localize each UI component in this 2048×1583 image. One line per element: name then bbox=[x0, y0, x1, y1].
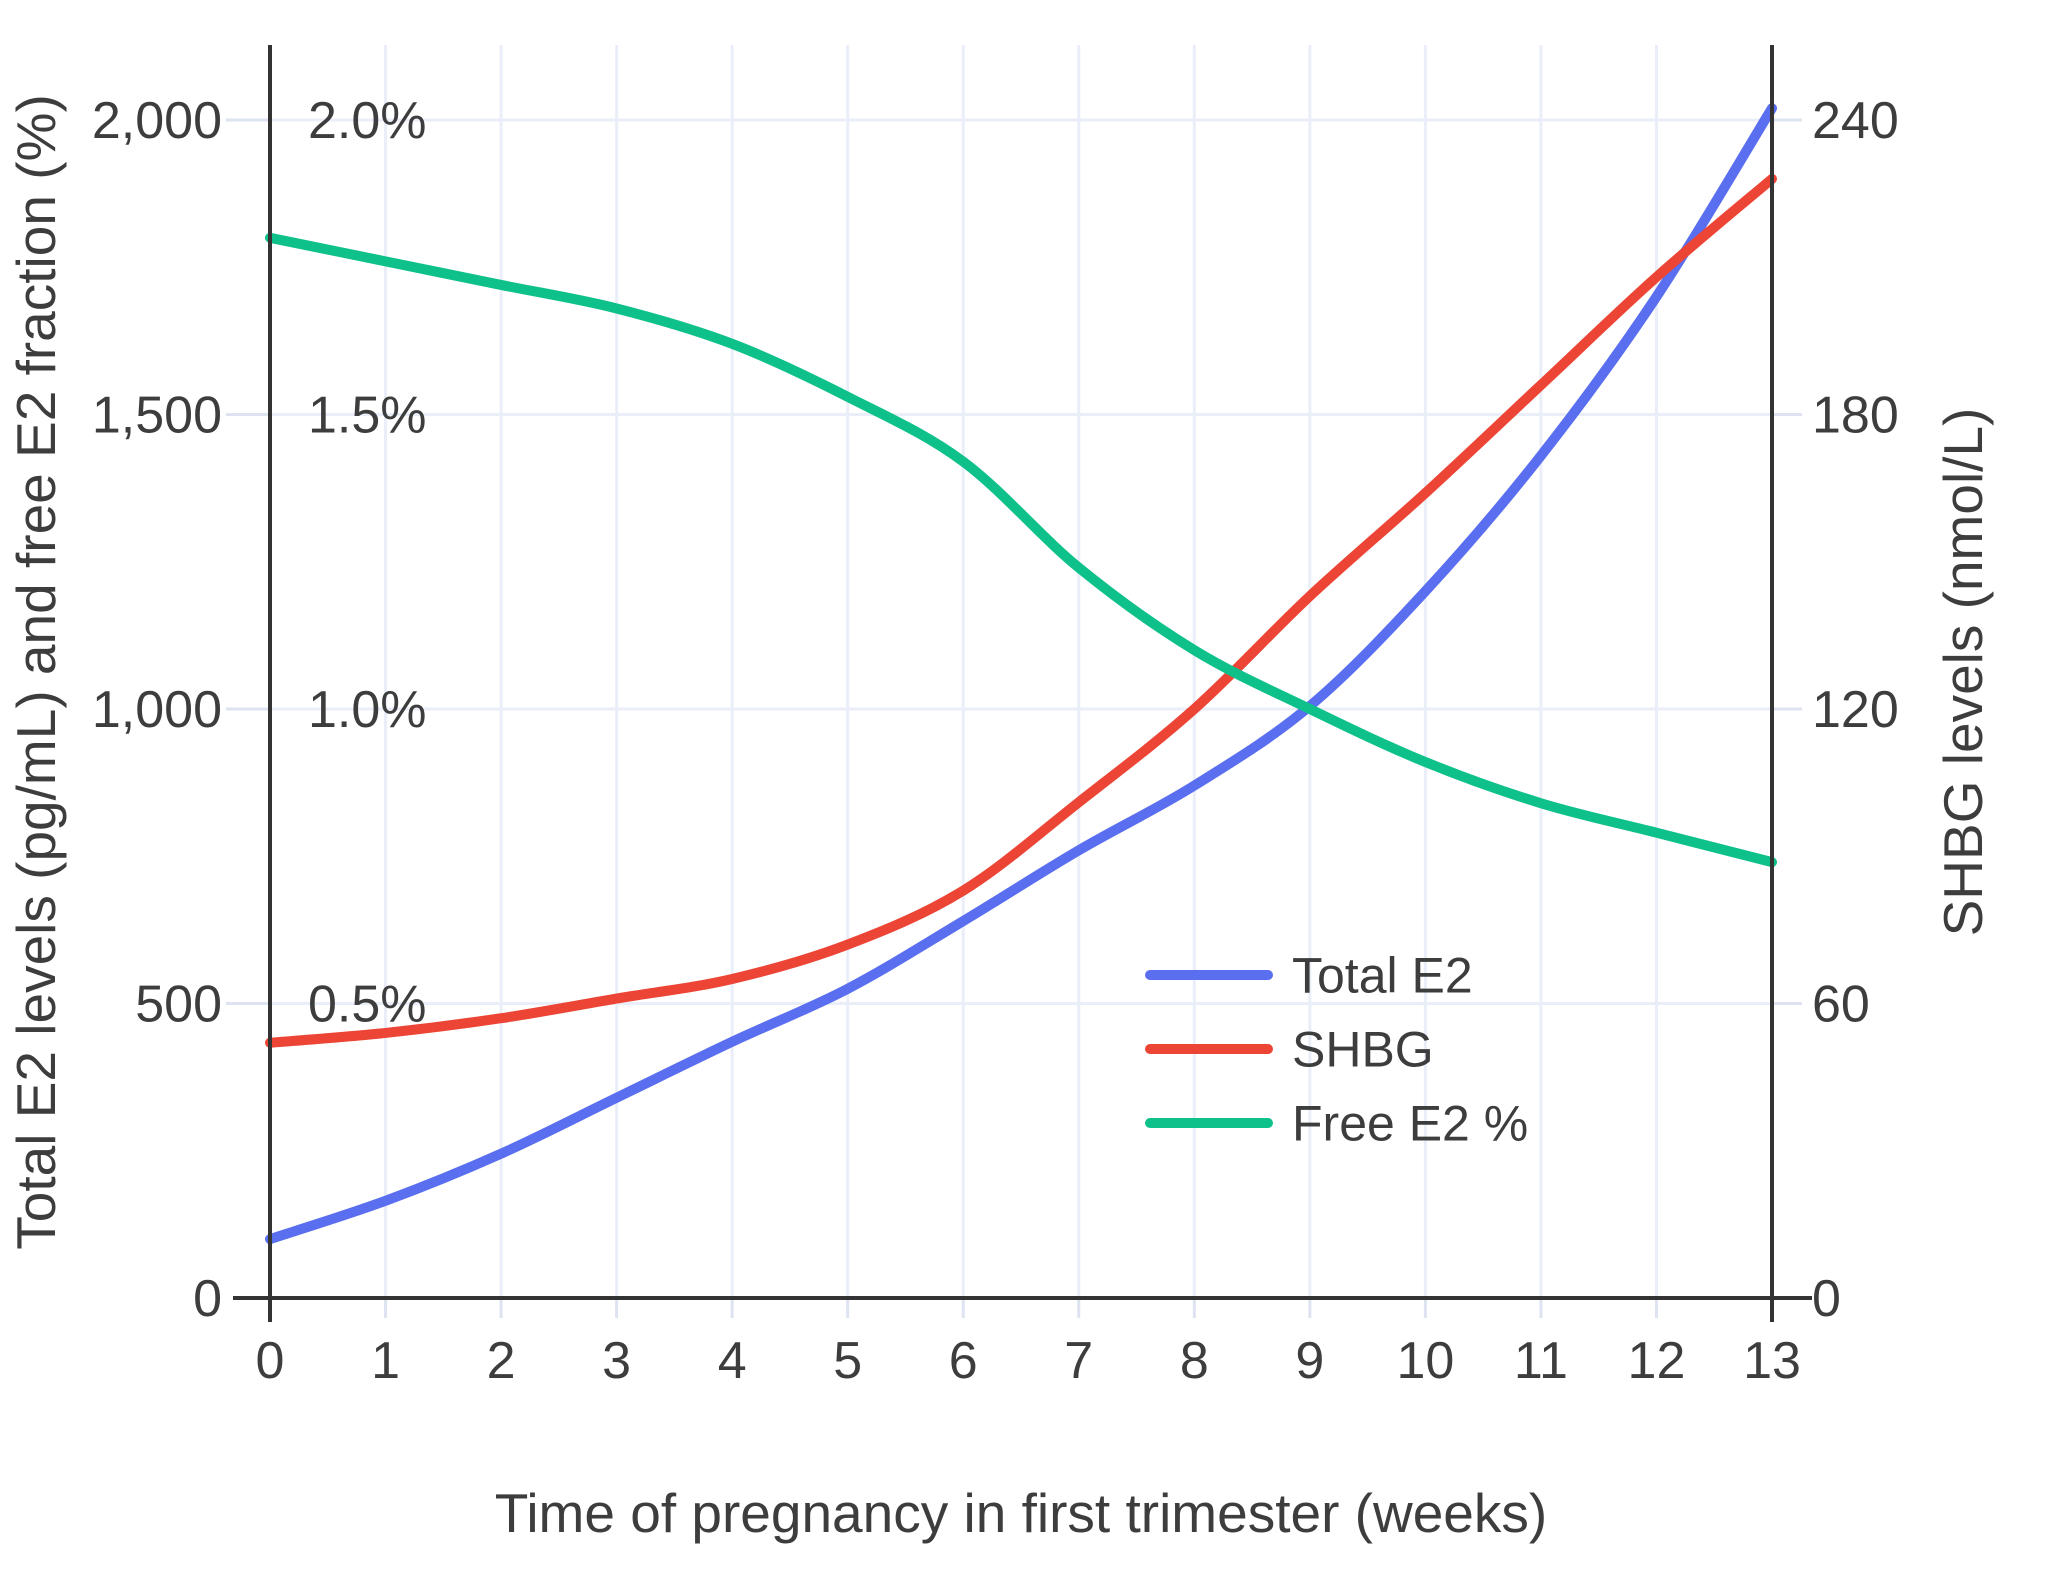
axis-layer bbox=[233, 45, 1812, 1322]
y-right-tick-label: 60 bbox=[1812, 976, 1870, 1034]
x-tick-label: 13 bbox=[1743, 1332, 1801, 1390]
x-axis-title: Time of pregnancy in first trimester (we… bbox=[495, 1482, 1547, 1544]
x-tick-label: 6 bbox=[949, 1332, 978, 1390]
x-tick-label: 12 bbox=[1628, 1332, 1686, 1390]
y-left-tick-label: 500 bbox=[135, 976, 222, 1034]
legend-label-free-e2-: Free E2 % bbox=[1292, 1096, 1528, 1152]
x-tick-label: 5 bbox=[833, 1332, 862, 1390]
x-tick-label: 0 bbox=[256, 1332, 285, 1390]
legend: Total E2 SHBG Free E2 % bbox=[1145, 948, 1528, 1152]
tick-label-layer: 05001,0001,5002,0000.5%1.0%1.5%2.0%06012… bbox=[92, 92, 1899, 1390]
free-e2-percent-tick-label: 0.5% bbox=[308, 976, 427, 1034]
y-right-tick-label: 180 bbox=[1812, 387, 1899, 445]
y-left-tick-label: 1,500 bbox=[92, 387, 222, 445]
x-tick-label: 4 bbox=[718, 1332, 747, 1390]
legend-label-total-e2: Total E2 bbox=[1292, 948, 1473, 1004]
x-tick-label: 11 bbox=[1514, 1332, 1568, 1390]
free-e2-percent-tick-label: 1.0% bbox=[308, 681, 427, 739]
x-tick-label: 7 bbox=[1064, 1332, 1093, 1390]
x-tick-label: 9 bbox=[1295, 1332, 1324, 1390]
y-right-tick-label: 0 bbox=[1812, 1270, 1841, 1328]
series-line-total-e2 bbox=[265, 103, 1777, 1245]
series-layer bbox=[265, 103, 1777, 1245]
y-right-tick-label: 120 bbox=[1812, 681, 1899, 739]
x-tick-label: 1 bbox=[371, 1332, 400, 1390]
x-tick-label: 8 bbox=[1180, 1332, 1209, 1390]
x-tick-label: 3 bbox=[602, 1332, 631, 1390]
x-tick-label: 2 bbox=[487, 1332, 516, 1390]
legend-label-shbg: SHBG bbox=[1292, 1022, 1434, 1078]
y-left-tick-label: 1,000 bbox=[92, 681, 222, 739]
free-e2-percent-tick-label: 2.0% bbox=[308, 92, 427, 150]
y-left-tick-label: 2,000 bbox=[92, 92, 222, 150]
grid-layer bbox=[226, 45, 1802, 1318]
free-e2-percent-tick-label: 1.5% bbox=[308, 387, 427, 445]
y-right-axis-title: SHBG levels (nmol/L) bbox=[1932, 408, 1994, 937]
y-left-axis-title: Total E2 levels (pg/mL) and free E2 frac… bbox=[5, 94, 67, 1250]
series-line-free-e2- bbox=[265, 232, 1777, 868]
x-tick-label: 10 bbox=[1396, 1332, 1454, 1390]
y-left-tick-label: 0 bbox=[193, 1270, 222, 1328]
y-right-tick-label: 240 bbox=[1812, 92, 1899, 150]
series-line-shbg bbox=[265, 173, 1777, 1048]
